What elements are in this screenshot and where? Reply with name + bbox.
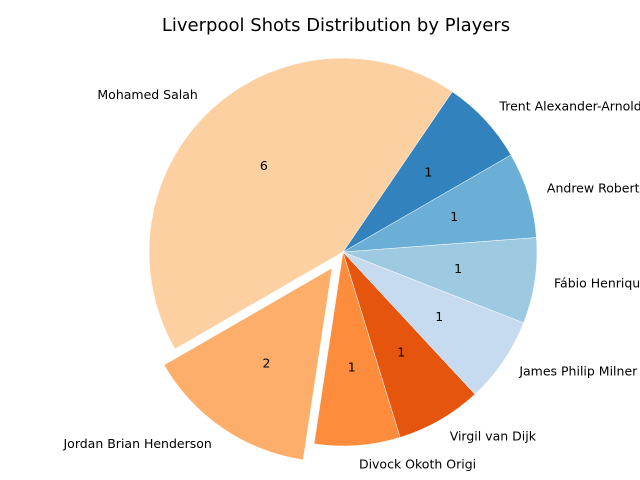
slice-label-trent-alexander-arnold: Trent Alexander-Arnold xyxy=(498,98,640,113)
slice-value-fabio-henrique-tavares: 1 xyxy=(454,261,462,276)
slice-label-virgil-van-dijk: Virgil van Dijk xyxy=(450,428,537,443)
pie-slice-jordan-brian-henderson xyxy=(163,267,333,461)
pie-slice-mohamed-salah xyxy=(148,57,453,350)
slice-value-jordan-brian-henderson: 2 xyxy=(263,356,271,371)
slice-value-trent-alexander-arnold: 1 xyxy=(424,164,432,179)
slice-label-james-philip-milner: James Philip Milner xyxy=(518,364,638,379)
chart-title: Liverpool Shots Distribution by Players xyxy=(162,15,510,36)
pie-slice-andrew-robertson xyxy=(342,154,537,253)
pie-labels: Trent Alexander-Arnold 1 Mohamed Salah 6 Jor… xyxy=(62,87,640,471)
slice-value-andrew-robertson: 1 xyxy=(450,209,458,224)
slice-label-fabio-henrique-tavares: Fábio Henrique Tavares xyxy=(554,275,640,290)
slice-label-divock-okoth-origi: Divock Okoth Origi xyxy=(359,456,476,471)
slice-label-jordan-brian-henderson: Jordan Brian Henderson xyxy=(62,436,211,451)
slice-label-andrew-robertson: Andrew Robertson xyxy=(547,181,640,196)
pie-slices xyxy=(148,57,538,461)
slice-value-virgil-van-dijk: 1 xyxy=(397,344,405,359)
slice-label-mohamed-salah: Mohamed Salah xyxy=(97,87,197,102)
slice-value-mohamed-salah: 6 xyxy=(260,158,268,173)
slice-value-divock-okoth-origi: 1 xyxy=(348,360,356,375)
slice-value-james-philip-milner: 1 xyxy=(435,309,443,324)
